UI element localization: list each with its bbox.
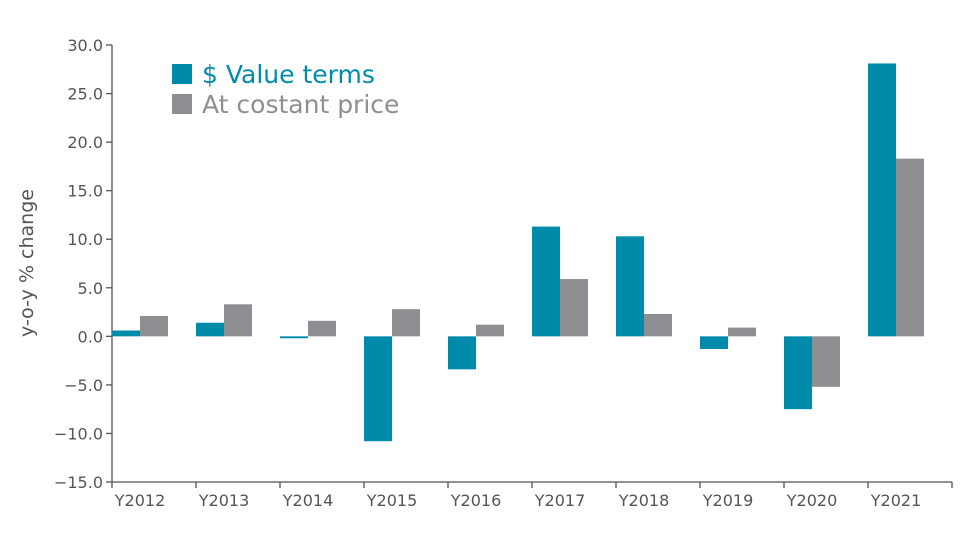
y-tick-label: 10.0	[67, 230, 103, 249]
bar	[476, 324, 504, 337]
y-tick-label: 15.0	[67, 182, 103, 201]
y-axis-title: y-o-y % change	[16, 189, 38, 337]
bar	[700, 336, 728, 349]
series-0	[112, 63, 896, 442]
y-tick-label: −5.0	[64, 376, 103, 395]
x-tick-label: Y2012	[114, 491, 166, 510]
bar	[644, 313, 672, 337]
bar	[896, 158, 924, 337]
y-tick-label: 30.0	[67, 36, 103, 55]
y-tick-label: 20.0	[67, 133, 103, 152]
bar	[868, 63, 896, 337]
bar	[112, 330, 140, 337]
legend-swatch	[172, 94, 192, 114]
bar	[364, 336, 392, 442]
x-tick-label: Y2017	[534, 491, 586, 510]
bar	[308, 320, 336, 337]
y-tick-label: 25.0	[67, 85, 103, 104]
y-tick-label: 5.0	[78, 279, 103, 298]
bar	[616, 236, 644, 337]
bar	[140, 315, 168, 337]
bar	[728, 327, 756, 337]
x-tick-label: Y2013	[198, 491, 250, 510]
y-tick-label: 0.0	[78, 327, 103, 346]
bar	[784, 336, 812, 410]
series-1	[140, 158, 924, 387]
bar	[560, 279, 588, 337]
legend-label: At costant price	[202, 90, 399, 119]
legend-swatch	[172, 64, 192, 84]
y-axis: 30.0 25.0 20.0 15.0 10.0 5.0 0.0 −5.0 −10.0 −15.0	[54, 36, 113, 492]
legend-label: $ Value terms	[202, 60, 375, 89]
bar	[532, 226, 560, 337]
x-axis: Y2012 Y2013 Y2014 Y2015 Y2016 Y2017 Y2018 Y2019…	[111, 481, 953, 510]
x-tick-label: Y2016	[450, 491, 502, 510]
bar	[280, 336, 308, 339]
x-tick-label: Y2014	[282, 491, 334, 510]
bar	[448, 336, 476, 370]
x-tick-label: Y2019	[702, 491, 754, 510]
y-tick-label: −10.0	[54, 424, 103, 443]
bar	[196, 322, 224, 337]
bars	[112, 63, 924, 442]
bar	[224, 304, 252, 337]
x-tick-label: Y2018	[618, 491, 670, 510]
x-tick-label: Y2020	[786, 491, 838, 510]
bar	[392, 309, 420, 337]
y-tick-label: −15.0	[54, 473, 103, 492]
x-tick-label: Y2021	[870, 491, 922, 510]
x-tick-label: Y2015	[366, 491, 418, 510]
bar	[812, 336, 840, 387]
